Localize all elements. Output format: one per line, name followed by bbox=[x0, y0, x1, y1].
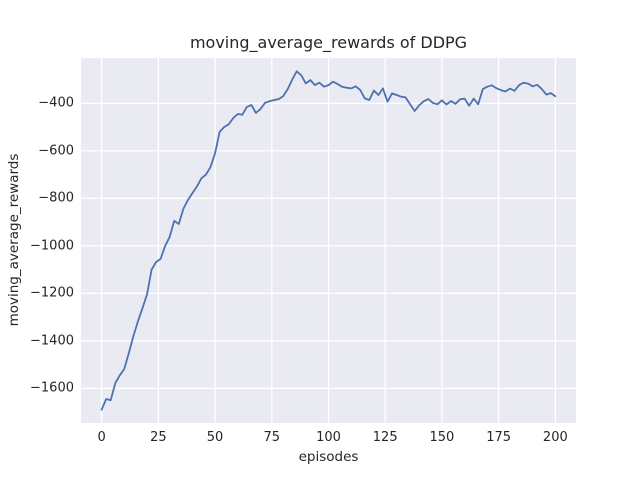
chart-title: moving_average_rewards of DDPG bbox=[189, 33, 468, 52]
y-tick-label: −1000 bbox=[30, 238, 74, 254]
plot-area bbox=[81, 58, 576, 423]
x-tick-label: 75 bbox=[263, 430, 281, 445]
x-tick-label: 100 bbox=[316, 430, 341, 445]
x-tick-label: 150 bbox=[429, 430, 455, 445]
x-tick-label: 175 bbox=[486, 430, 512, 445]
x-tick-label: 25 bbox=[150, 430, 167, 445]
y-tick-label: −600 bbox=[38, 143, 74, 159]
x-tick-label: 125 bbox=[372, 430, 398, 445]
x-tick-label: 200 bbox=[542, 430, 568, 445]
y-tick-label: −1200 bbox=[30, 285, 74, 301]
x-tick-label: 50 bbox=[206, 430, 224, 445]
x-axis-label: episodes bbox=[298, 449, 359, 465]
y-tick-label: −400 bbox=[38, 95, 74, 111]
plot-canvas bbox=[81, 58, 576, 423]
x-tick-label: 0 bbox=[97, 430, 106, 445]
y-tick-label: −1600 bbox=[30, 380, 74, 396]
y-tick-label: −1400 bbox=[30, 333, 74, 349]
data-line bbox=[100, 70, 557, 411]
y-tick-label: −800 bbox=[38, 190, 74, 206]
